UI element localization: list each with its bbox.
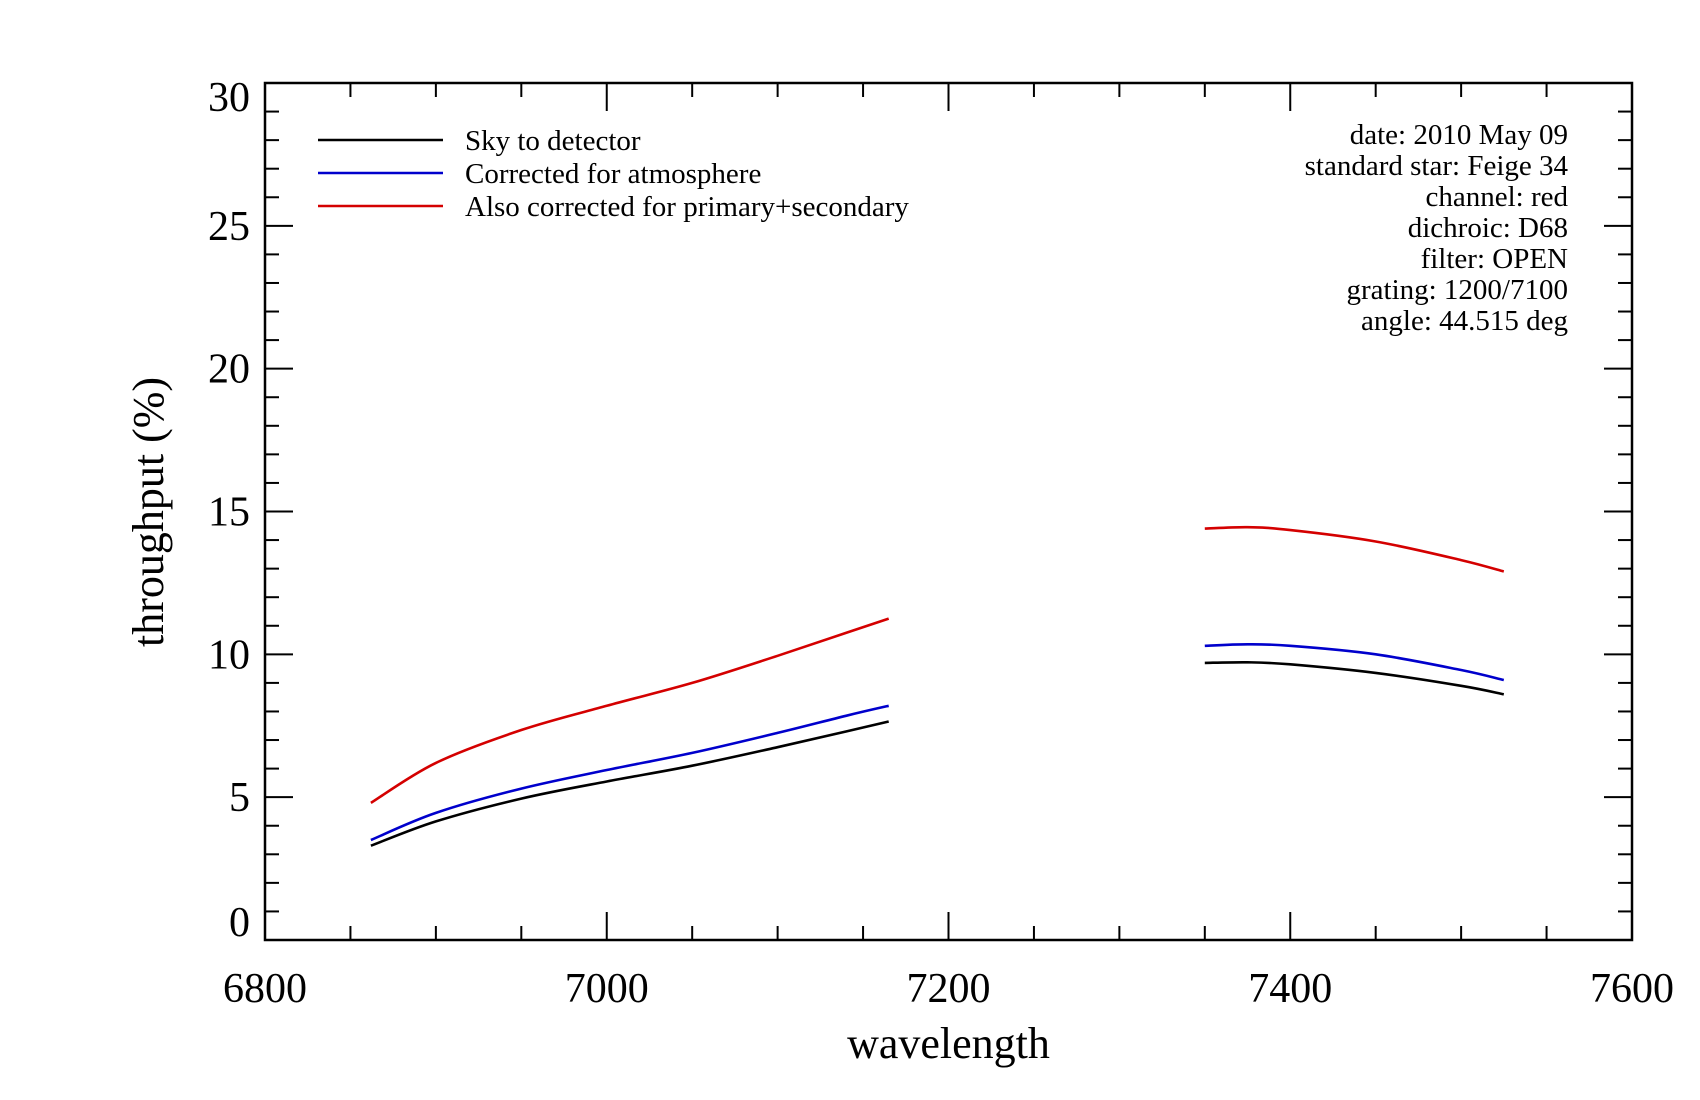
x-tick-label: 7200 — [907, 966, 991, 1012]
y-tick-label: 10 — [208, 632, 250, 678]
legend-label: Corrected for atmosphere — [465, 158, 761, 190]
legend-label: Sky to detector — [465, 125, 641, 157]
y-tick-label: 15 — [208, 490, 250, 536]
y-tick-label: 20 — [208, 347, 250, 393]
annotation-line: date: 2010 May 09 — [1350, 119, 1568, 151]
annotation-line: filter: OPEN — [1421, 243, 1568, 275]
annotation-line: grating: 1200/7100 — [1346, 274, 1568, 306]
series-line-0-segment-1 — [1204, 660, 1505, 696]
y-tick-label: 25 — [208, 204, 250, 250]
series-line-0-segment-0 — [370, 720, 889, 847]
x-tick-label: 7400 — [1248, 966, 1332, 1012]
annotation-line: standard star: Feige 34 — [1305, 150, 1569, 182]
y-tick-label: 0 — [229, 900, 250, 946]
series-line-1-segment-1 — [1204, 642, 1505, 682]
x-tick-label: 6800 — [223, 966, 307, 1012]
annotation-line: angle: 44.515 deg — [1361, 305, 1568, 337]
annotation-line: channel: red — [1425, 181, 1568, 213]
x-tick-label: 7000 — [565, 966, 649, 1012]
y-axis-title: throughput (%) — [124, 377, 173, 647]
axis-tick-labels: 6800 7000 7200 7400 7600 0 5 10 15 20 25 30 — [208, 75, 1674, 1012]
series-lines — [370, 525, 1505, 847]
series-line-2-segment-0 — [370, 617, 890, 805]
x-tick-label: 7600 — [1590, 966, 1674, 1012]
legend-label: Also corrected for primary+secondary — [465, 191, 909, 223]
plot-frame — [263, 81, 1634, 942]
x-axis-title: wavelength — [847, 1019, 1050, 1068]
y-tick-label: 30 — [208, 75, 250, 121]
series-line-1-segment-0 — [370, 704, 889, 842]
series-line-2-segment-1 — [1204, 525, 1505, 573]
y-tick-label: 5 — [229, 775, 250, 821]
annotation-line: dichroic: D68 — [1408, 212, 1568, 244]
